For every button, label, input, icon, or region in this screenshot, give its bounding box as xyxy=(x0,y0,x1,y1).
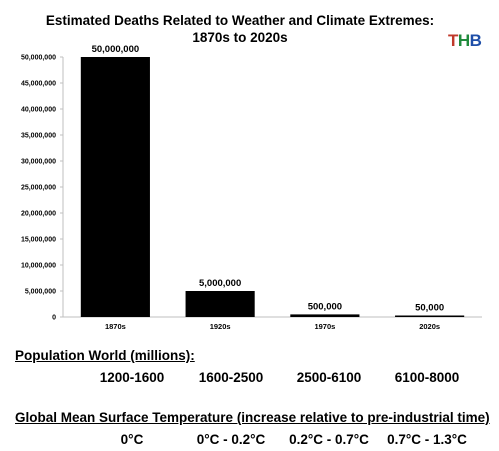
x-tick-label-1870s: 1870s xyxy=(105,322,126,331)
y-axis-ticks: 0 5,000,000 10,000,000 15,000,000 20,000,000… xyxy=(21,55,63,322)
temperature-value-1970s: 0.2°C - 0.7°C xyxy=(289,432,369,447)
y-tick-label: 45,000,000 xyxy=(21,81,56,88)
y-tick-label: 5,000,000 xyxy=(25,289,56,296)
bar-2020s xyxy=(395,315,465,317)
logo-letter-h: H xyxy=(457,31,470,50)
chart-title: Estimated Deaths Related to Weather and … xyxy=(30,12,450,46)
bar-1920s xyxy=(185,291,255,317)
population-value-1970s: 2500-6100 xyxy=(296,370,362,385)
population-value-2020s: 6100-8000 xyxy=(394,370,460,385)
population-value-1920s: 1600-2500 xyxy=(198,370,264,385)
population-value-1870s: 1200-1600 xyxy=(99,370,165,385)
y-tick-label: 30,000,000 xyxy=(21,159,56,166)
x-tick-label-1920s: 1920s xyxy=(210,322,231,331)
bar-1970s xyxy=(290,314,360,317)
data-label-1970s: 500,000 xyxy=(308,301,342,312)
y-tick-label: 20,000,000 xyxy=(21,211,56,218)
y-tick-label: 35,000,000 xyxy=(21,133,56,140)
y-tick-label: 0 xyxy=(52,315,56,322)
temperature-value-2020s: 0.7°C - 1.3°C xyxy=(387,432,467,447)
temperature-value-1920s: 0°C - 0.2°C xyxy=(196,432,266,447)
bar-1870s xyxy=(80,57,150,317)
temperature-label: Global Mean Surface Temperature (increas… xyxy=(15,410,490,425)
y-tick-label: 25,000,000 xyxy=(21,185,56,192)
data-labels: 50,000,000 5,000,000 500,000 50,000 xyxy=(92,44,445,314)
x-tick-label-1970s: 1970s xyxy=(314,322,335,331)
y-tick-label: 40,000,000 xyxy=(21,107,56,114)
chart: 0 5,000,000 10,000,000 15,000,000 20,000,000… xyxy=(21,44,482,331)
logo-letter-b: B xyxy=(469,31,482,50)
population-label: Population World (millions): xyxy=(15,348,195,363)
thb-logo: THB xyxy=(448,31,482,51)
chart-title-line-1: Estimated Deaths Related to Weather and … xyxy=(45,13,435,28)
logo-letter-t: T xyxy=(448,31,458,50)
chart-title-line-2: 1870s to 2020s xyxy=(192,30,288,45)
data-label-1920s: 5,000,000 xyxy=(199,278,241,289)
y-tick-label: 15,000,000 xyxy=(21,237,56,244)
temperature-value-1870s: 0°C xyxy=(120,432,144,447)
y-tick-label: 10,000,000 xyxy=(21,263,56,270)
data-label-1870s: 50,000,000 xyxy=(92,44,140,55)
bars xyxy=(80,57,465,317)
data-label-2020s: 50,000 xyxy=(415,303,444,314)
y-tick-label: 50,000,000 xyxy=(21,55,56,62)
x-tick-label-2020s: 2020s xyxy=(419,322,440,331)
x-axis-ticks: 1870s 1920s 1970s 2020s xyxy=(105,322,440,331)
